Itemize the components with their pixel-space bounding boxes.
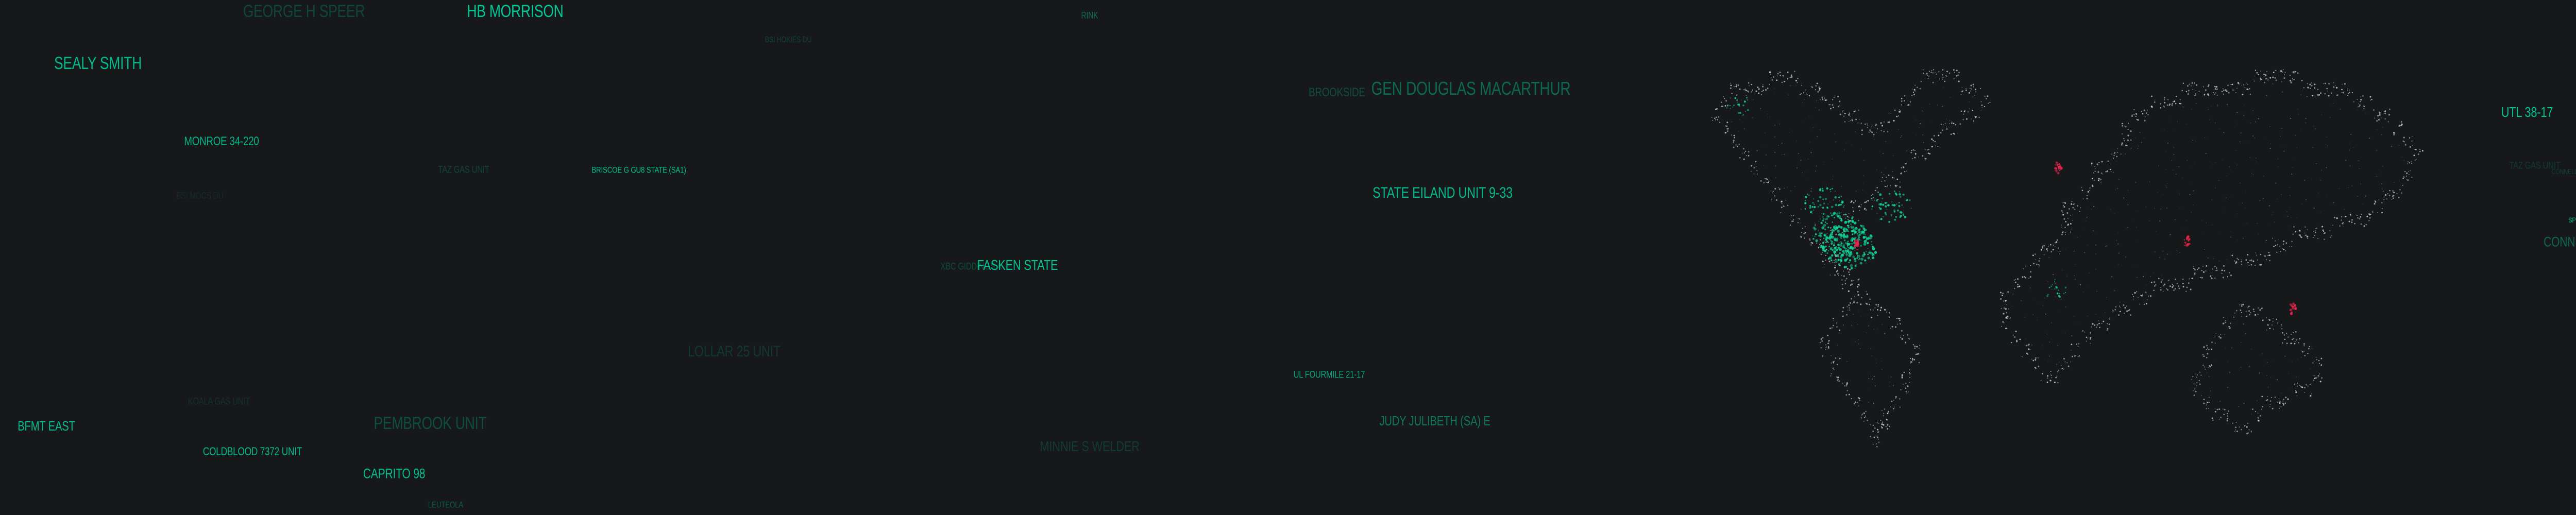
cloud-word[interactable]: JUDY JULIBETH (SA) E [1379, 413, 1490, 428]
cloud-word[interactable]: BROOKSIDE [1309, 85, 1365, 99]
cloud-word[interactable]: MINNIE S WELDER [1040, 438, 1140, 454]
cloud-word[interactable]: LOLLAR 25 UNIT [687, 343, 781, 360]
cloud-word[interactable]: KOALA GAS UNIT [188, 396, 250, 407]
cloud-word[interactable]: TAZ GAS UNIT [2509, 160, 2561, 171]
cloud-word[interactable]: SPOHN RANCH [2568, 216, 2576, 224]
cloud-word[interactable]: FASKEN STATE [977, 257, 1058, 273]
cloud-word[interactable]: BRISCOE G GU8 STATE (SA1) [591, 165, 686, 175]
cloud-word[interactable]: MONROE 34-220 [184, 134, 259, 148]
cloud-word[interactable]: GEORGE H SPEER [243, 2, 365, 21]
cloud-word[interactable]: CAPRITO 98 [363, 466, 426, 482]
cloud-word[interactable]: COLDBLOOD 7372 UNIT [202, 445, 302, 458]
cloud-word[interactable]: PEMBROOK UNIT [374, 414, 487, 433]
cloud-word[interactable]: STATE EILAND UNIT 9-33 [1372, 184, 1513, 201]
cloud-word[interactable]: HB MORRISON [467, 2, 564, 21]
cloud-word[interactable]: TAZ GAS UNIT [438, 164, 489, 176]
cloud-word[interactable]: UTL 38-17 [2501, 104, 2553, 120]
cloud-word[interactable]: SEALY SMITH [54, 54, 142, 73]
cloud-word[interactable]: CONNELL 47 [2544, 234, 2576, 250]
cloud-word[interactable]: BSI MOCS DU [176, 191, 224, 201]
cloud-word[interactable]: UL FOURMILE 21-17 [1293, 369, 1365, 381]
cloud-word[interactable]: LEUTEOLA [428, 500, 464, 510]
cloud-word[interactable]: GEN DOUGLAS MACARTHUR [1371, 78, 1571, 99]
cloud-word[interactable]: RINK [1081, 10, 1098, 21]
cloud-word[interactable]: BSI HOKIES DU [765, 36, 812, 44]
cloud-word[interactable]: BFMT EAST [18, 418, 75, 434]
cloud-word[interactable]: XBC GIDDINGS A [940, 261, 1002, 272]
cloud-word[interactable]: CONNELL 47 [2551, 167, 2576, 176]
